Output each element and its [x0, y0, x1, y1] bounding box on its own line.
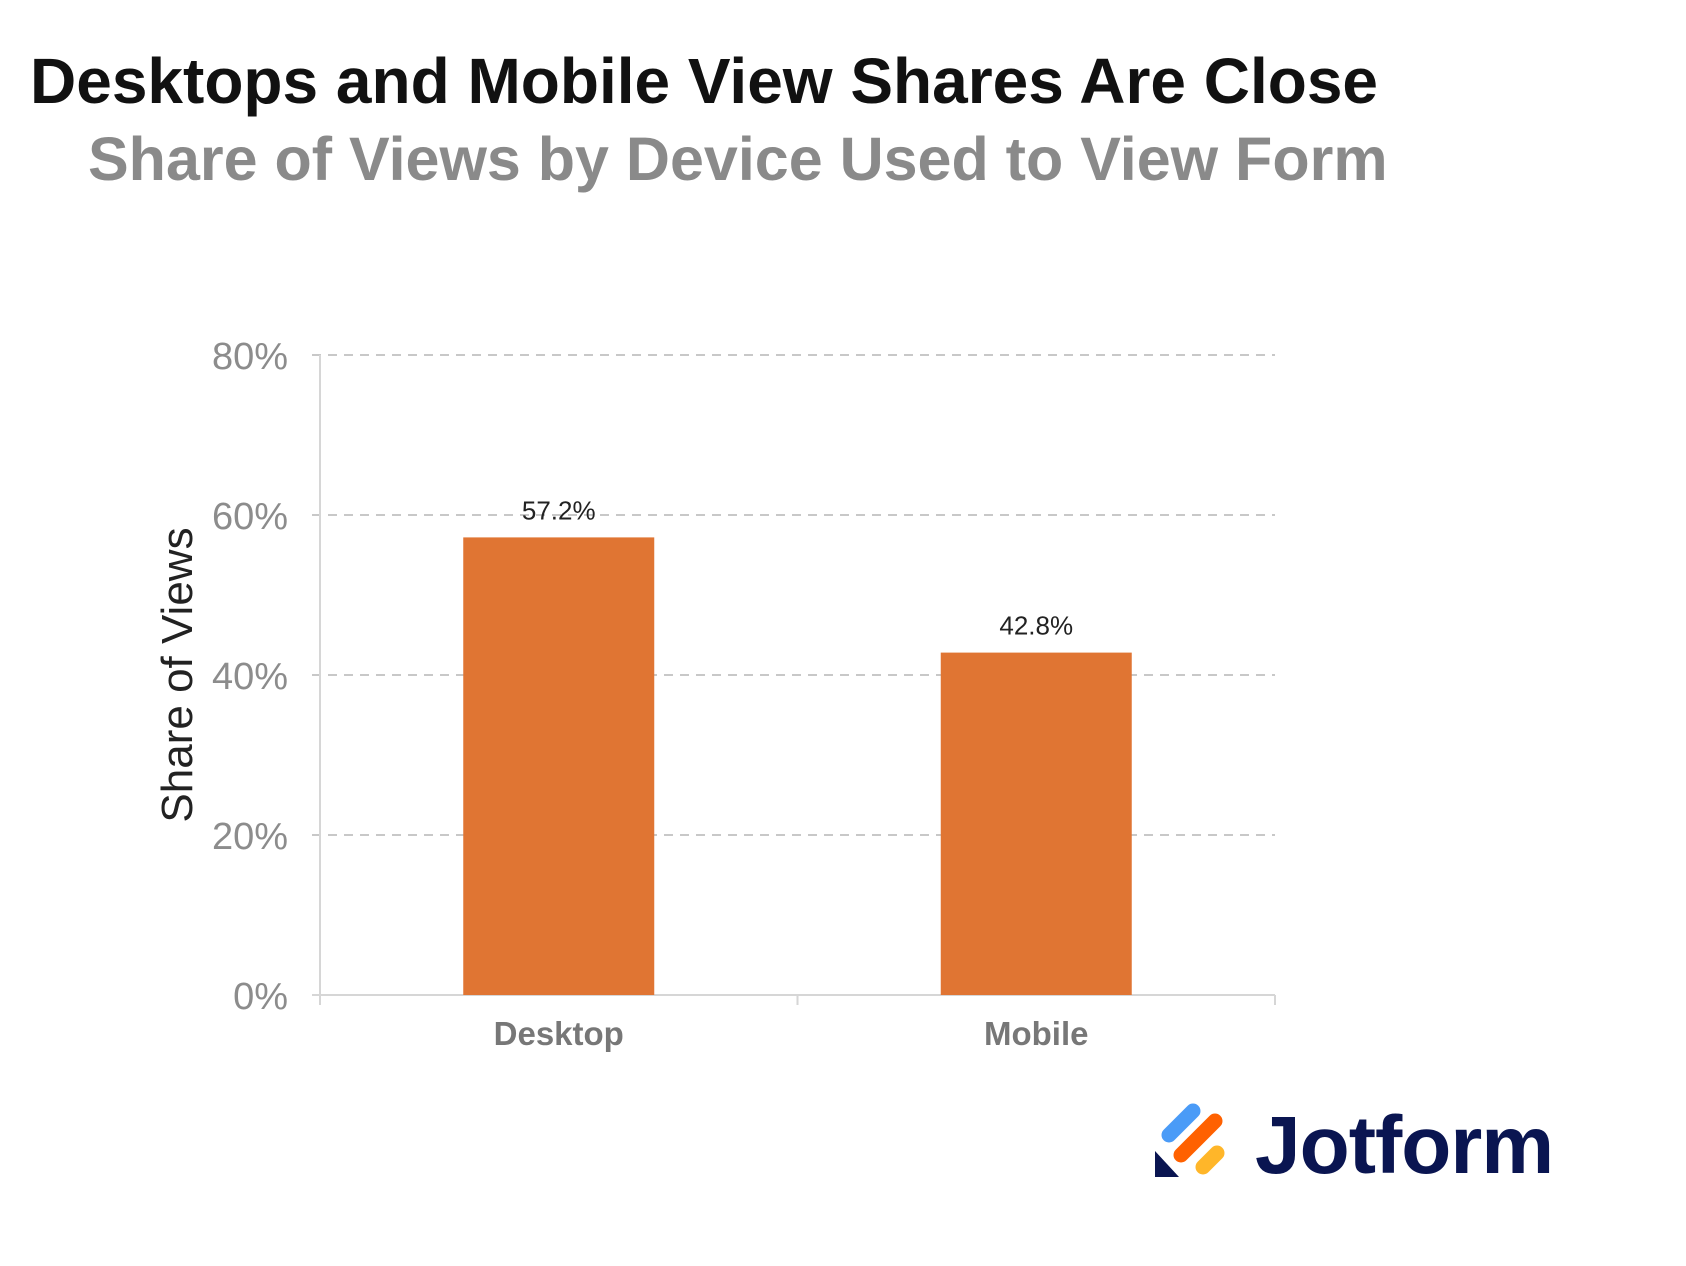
x-tick-labels: Desktop Mobile	[494, 1015, 1089, 1052]
bar-mobile	[940, 652, 1132, 995]
y-tick-label-60: 60%	[212, 496, 288, 538]
jotform-wordmark: Jotform	[1255, 1100, 1554, 1191]
x-tick-label-desktop: Desktop	[494, 1015, 624, 1052]
x-tick-label-mobile: Mobile	[984, 1015, 1089, 1052]
y-tick-label-80: 80%	[212, 336, 288, 378]
chart-title: Desktops and Mobile View Shares Are Clos…	[30, 45, 1378, 117]
y-tick-label-20: 20%	[212, 816, 288, 858]
y-tick-label-40: 40%	[212, 656, 288, 698]
y-tick-labels: 0% 20% 40% 60% 80%	[212, 336, 288, 1018]
data-label-mobile: 42.8%	[999, 611, 1073, 641]
bar-desktop	[463, 537, 655, 995]
y-tick-label-0: 0%	[233, 976, 288, 1018]
jotform-logo-icon	[1155, 1103, 1225, 1177]
y-axis-label: Share of Views	[153, 527, 202, 822]
chart-subtitle: Share of Views by Device Used to View Fo…	[88, 125, 1388, 193]
bars: 57.2% 42.8%	[463, 495, 1132, 995]
jotform-logo: Jotform	[1145, 1095, 1625, 1205]
data-label-desktop: 57.2%	[522, 495, 596, 525]
